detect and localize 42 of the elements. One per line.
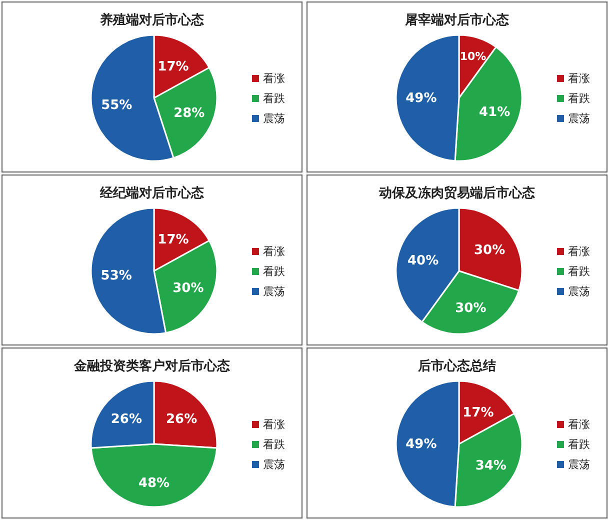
- legend-label: 震荡: [263, 285, 285, 298]
- data-label: 49%: [406, 436, 437, 452]
- legend-label: 看跌: [263, 265, 285, 278]
- legend-label: 看涨: [263, 418, 285, 431]
- data-label: 17%: [158, 59, 189, 74]
- data-label: 30%: [172, 281, 204, 296]
- legend-label: 看跌: [568, 265, 590, 278]
- data-label: 41%: [479, 104, 510, 120]
- chart-title: 后市心态总结: [417, 358, 496, 374]
- legend-label: 看跌: [263, 92, 285, 105]
- data-label: 17%: [462, 405, 494, 420]
- data-label: 26%: [110, 412, 142, 428]
- legend-label: 看跌: [263, 438, 285, 451]
- legend-label: 震荡: [263, 112, 285, 125]
- data-label: 55%: [101, 98, 132, 113]
- legend-label: 震荡: [568, 458, 590, 471]
- legend-label: 看涨: [568, 72, 590, 85]
- legend-label: 看涨: [263, 72, 285, 85]
- data-label: 48%: [138, 476, 170, 491]
- data-label: 40%: [407, 253, 439, 268]
- chart-title: 动保及冻肉贸易端后市心态: [378, 185, 536, 201]
- chart-title: 金融投资类客户对后市心态: [73, 358, 231, 374]
- data-label: 53%: [100, 268, 132, 284]
- chart-title: 经纪端对后市心态: [99, 185, 205, 201]
- data-label: 34%: [475, 458, 506, 474]
- legend-label: 震荡: [263, 458, 285, 471]
- data-label: 30%: [474, 242, 506, 258]
- chart-title: 屠宰端对后市心态: [404, 12, 510, 28]
- data-label: 30%: [455, 300, 486, 316]
- legend-label: 看跌: [568, 438, 590, 451]
- legend-label: 看涨: [263, 245, 285, 258]
- legend-label: 看跌: [568, 92, 590, 105]
- data-label: 28%: [174, 106, 205, 121]
- chart-title: 养殖端对后市心态: [99, 12, 205, 28]
- legend-label: 看涨: [568, 245, 590, 258]
- data-label: 10%: [460, 50, 486, 63]
- legend-label: 震荡: [568, 285, 590, 298]
- data-label: 17%: [158, 232, 189, 248]
- legend-label: 看涨: [568, 418, 590, 431]
- legend-label: 震荡: [568, 112, 590, 125]
- data-label: 26%: [166, 412, 198, 428]
- data-label: 49%: [406, 90, 437, 106]
